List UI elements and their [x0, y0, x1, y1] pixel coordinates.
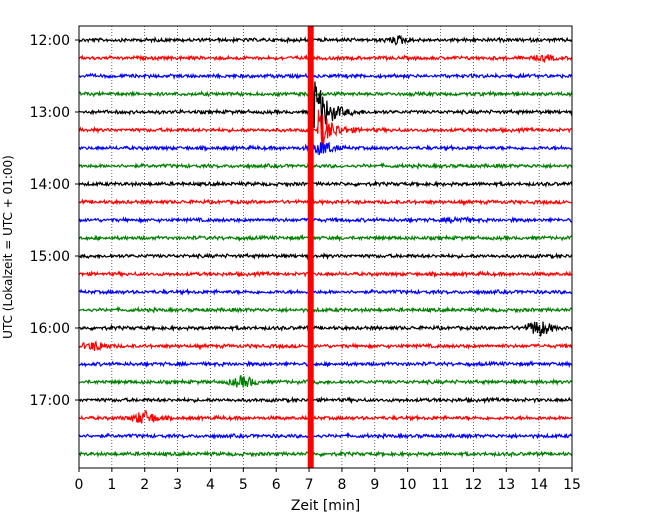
x-tick-label: 6 — [272, 477, 281, 493]
y-tick-label: 13:00 — [30, 105, 70, 121]
x-tick-label: 13 — [497, 477, 515, 493]
x-tick-label: 2 — [140, 477, 149, 493]
y-tick-label: 16:00 — [30, 321, 70, 337]
x-tick-label: 4 — [206, 477, 215, 493]
trace-lines — [78, 34, 573, 459]
trace-1600 — [78, 321, 573, 337]
y-axis-label: UTC (Lokalzeit = UTC + 01:00) — [1, 155, 15, 339]
trace-1300 — [78, 81, 573, 142]
x-tick-label: 1 — [107, 477, 116, 493]
x-tick-label: 14 — [530, 477, 548, 493]
trace-1245 — [78, 89, 573, 98]
y-ticks: 12:00 13:00 14:00 15:00 16:00 17:00 — [30, 33, 79, 409]
trace-1230 — [78, 71, 573, 81]
x-tick-label: 9 — [370, 477, 379, 493]
trace-1715 — [78, 409, 573, 424]
trace-1215 — [78, 53, 573, 64]
trace-1345 — [78, 161, 573, 170]
x-tick-label: 10 — [399, 477, 417, 493]
y-tick-label: 15:00 — [30, 249, 70, 265]
trace-1545 — [78, 305, 573, 314]
trace-1530 — [78, 287, 573, 296]
trace-1745 — [78, 449, 573, 459]
x-tick-label: 3 — [173, 477, 182, 493]
x-ticks: 0 1 2 3 4 5 6 7 8 9 10 11 12 13 14 15 — [75, 468, 581, 493]
trace-1200 — [78, 34, 573, 46]
x-tick-label: 12 — [464, 477, 482, 493]
y-tick-label: 14:00 — [30, 177, 70, 193]
plot-frame — [78, 25, 573, 469]
trace-1700 — [78, 396, 573, 405]
trace-1615 — [78, 339, 573, 351]
y-tick-label: 12:00 — [30, 33, 70, 49]
trace-1645 — [78, 375, 573, 388]
x-tick-label: 8 — [337, 477, 346, 493]
x-tick-label: 0 — [75, 477, 84, 493]
x-tick-label: 15 — [563, 477, 581, 493]
x-tick-label: 7 — [305, 477, 314, 493]
y-tick-label: 17:00 — [30, 393, 70, 409]
trace-1330 — [78, 141, 573, 156]
trace-1730 — [78, 431, 573, 440]
trace-1400 — [78, 179, 573, 189]
trace-1430 — [78, 215, 573, 225]
x-axis-label: Zeit [min] — [291, 498, 360, 514]
trace-1515 — [78, 270, 573, 279]
trace-1415 — [78, 198, 573, 207]
trace-1630 — [78, 359, 573, 369]
trace-1315 — [78, 109, 573, 147]
trace-1445 — [78, 233, 573, 243]
x-tick-label: 11 — [432, 477, 450, 493]
trace-1500 — [78, 252, 573, 261]
x-tick-label: 5 — [239, 477, 248, 493]
event-marker-bar — [307, 26, 314, 468]
vertical-marker — [307, 26, 314, 468]
